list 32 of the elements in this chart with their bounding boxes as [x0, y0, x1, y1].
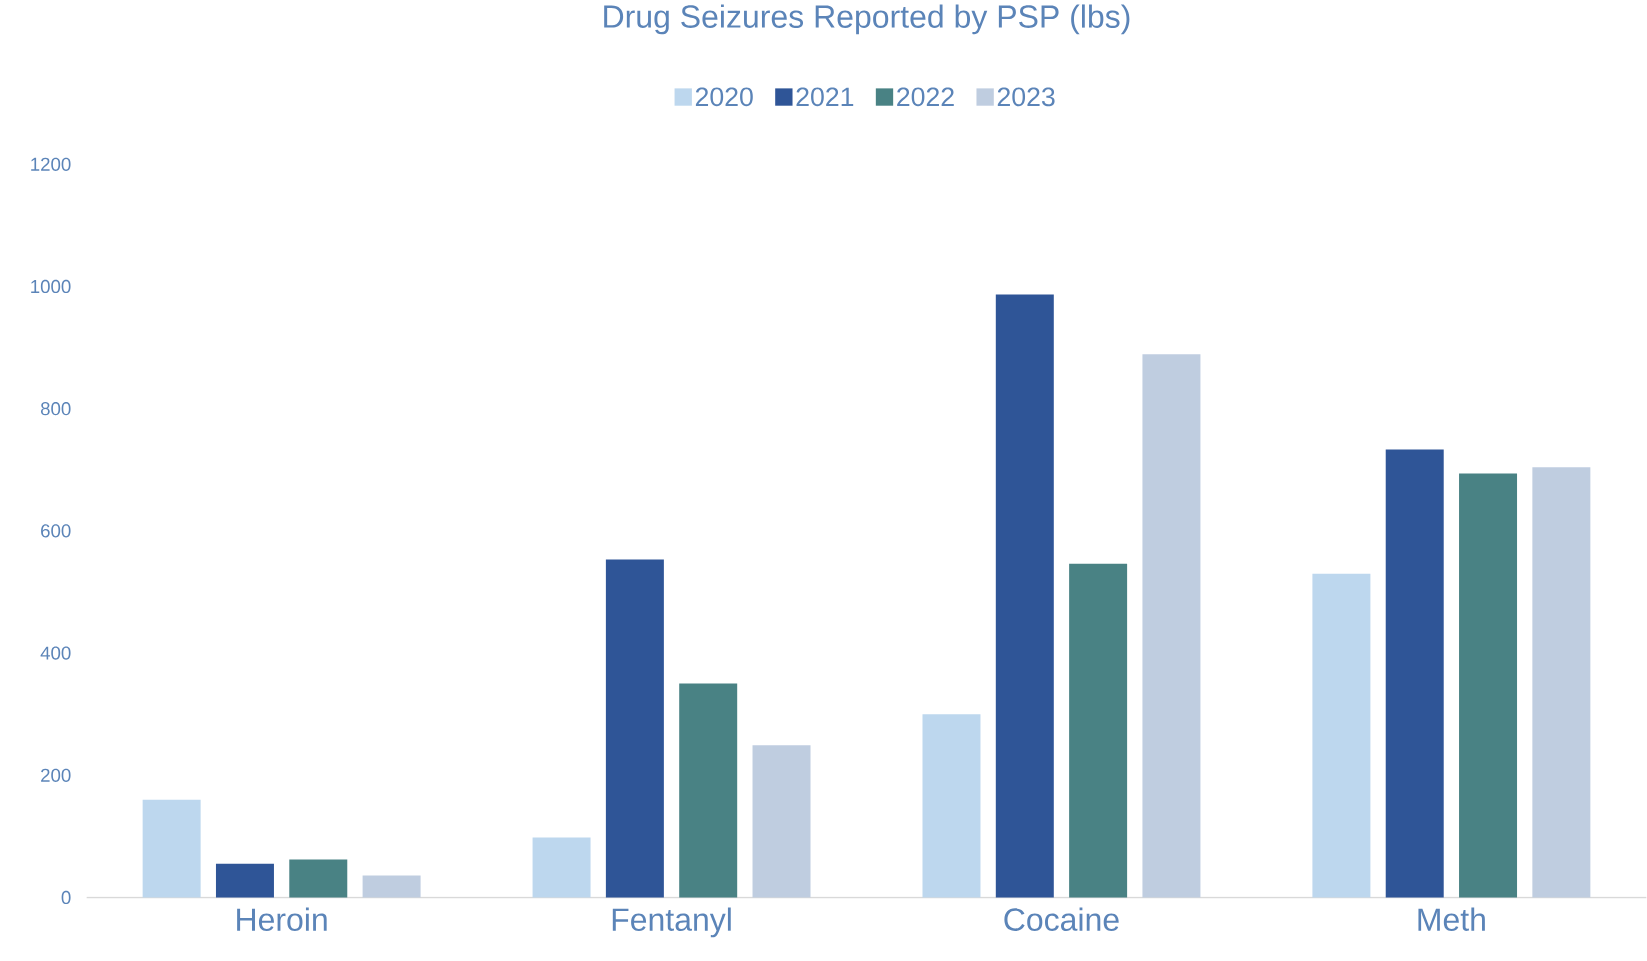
bar	[1459, 473, 1518, 898]
legend-label: 2022	[897, 87, 954, 107]
x-tick-label: Fentanyl	[612, 907, 731, 938]
legend-label: 2023	[997, 87, 1055, 107]
y-tick-label: 1000	[31, 279, 71, 293]
bar	[995, 294, 1054, 898]
bar	[922, 713, 981, 898]
y-tick-label: 0	[61, 890, 71, 904]
x-tick-label: Cocaine	[1004, 907, 1119, 931]
bar	[289, 859, 348, 898]
chart-title: Drug Seizures Reported by PSP (lbs)	[604, 4, 1130, 35]
bar	[362, 875, 421, 898]
y-tick-label: 600	[41, 524, 71, 538]
bar	[752, 745, 811, 898]
bar	[532, 837, 591, 898]
bar	[605, 559, 664, 898]
y-tick-label: 200	[41, 768, 71, 782]
x-tick-label: Meth	[1418, 907, 1485, 931]
legend-label: 2020	[695, 87, 753, 107]
bar	[1532, 467, 1591, 898]
x-tick-label: Heroin	[237, 907, 327, 931]
bar	[1069, 563, 1128, 898]
y-tick-label: 1200	[31, 157, 71, 171]
y-tick-label: 800	[40, 401, 71, 416]
bar	[1142, 354, 1201, 898]
y-tick-label: 400	[40, 646, 71, 660]
bar	[679, 683, 738, 898]
bar	[1385, 449, 1444, 898]
bar	[215, 863, 274, 898]
bar	[142, 799, 201, 898]
legend-label: 2021	[796, 87, 854, 107]
bar	[1312, 573, 1371, 898]
